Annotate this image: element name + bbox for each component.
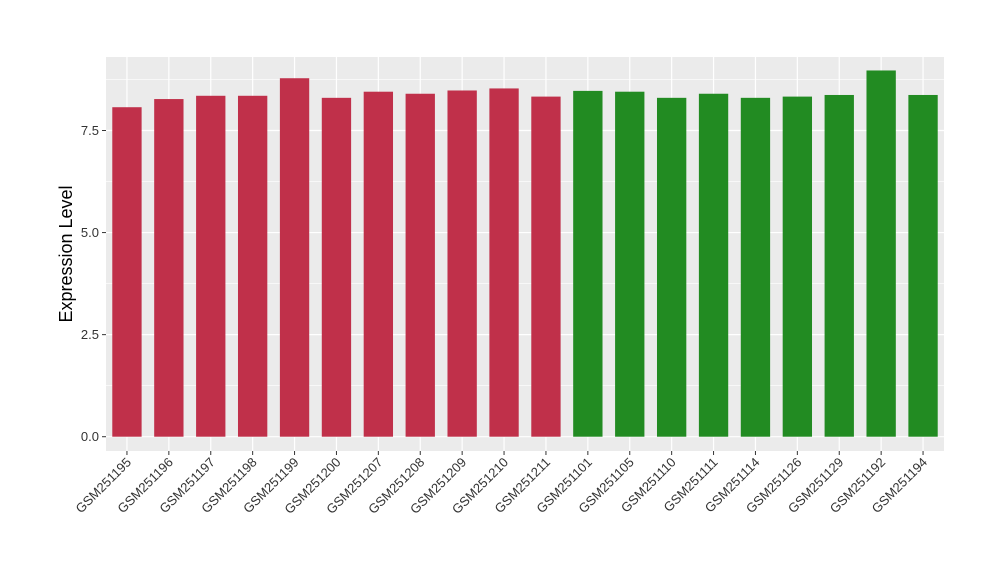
y-tick-label: 2.5 xyxy=(81,327,99,342)
bar-gsm251192 xyxy=(866,70,896,437)
bar-gsm251195 xyxy=(112,107,142,437)
bar-gsm251114 xyxy=(740,97,771,437)
plot-panel xyxy=(106,57,944,451)
bar-gsm251199 xyxy=(279,78,310,437)
bar-gsm251200 xyxy=(321,97,352,437)
bar-gsm251196 xyxy=(154,99,184,437)
bar-gsm251129 xyxy=(824,94,854,437)
bar-gsm251208 xyxy=(405,93,435,437)
y-tick-label: 0.0 xyxy=(81,429,99,444)
bar-gsm251105 xyxy=(615,91,645,437)
bar-gsm251211 xyxy=(531,96,561,437)
bar-gsm251197 xyxy=(196,95,226,437)
x-axis: GSM251195GSM251196GSM251197GSM251198GSM2… xyxy=(73,451,930,517)
bar-gsm251194 xyxy=(908,94,938,437)
y-axis: 0.0 2.5 5.0 7.5 xyxy=(81,123,106,444)
bars xyxy=(112,70,938,437)
bar-gsm251101 xyxy=(573,90,603,437)
bar-gsm251210 xyxy=(489,88,519,437)
y-tick-label: 5.0 xyxy=(81,225,99,240)
bar-gsm251126 xyxy=(782,96,813,437)
bar-gsm251209 xyxy=(447,90,477,437)
bar-gsm251207 xyxy=(363,91,394,437)
bar-gsm251110 xyxy=(656,97,687,437)
y-axis-title: Expression Level xyxy=(56,185,76,322)
bar-gsm251111 xyxy=(698,93,729,437)
y-tick-label: 7.5 xyxy=(81,123,99,138)
bar-gsm251198 xyxy=(237,95,268,437)
